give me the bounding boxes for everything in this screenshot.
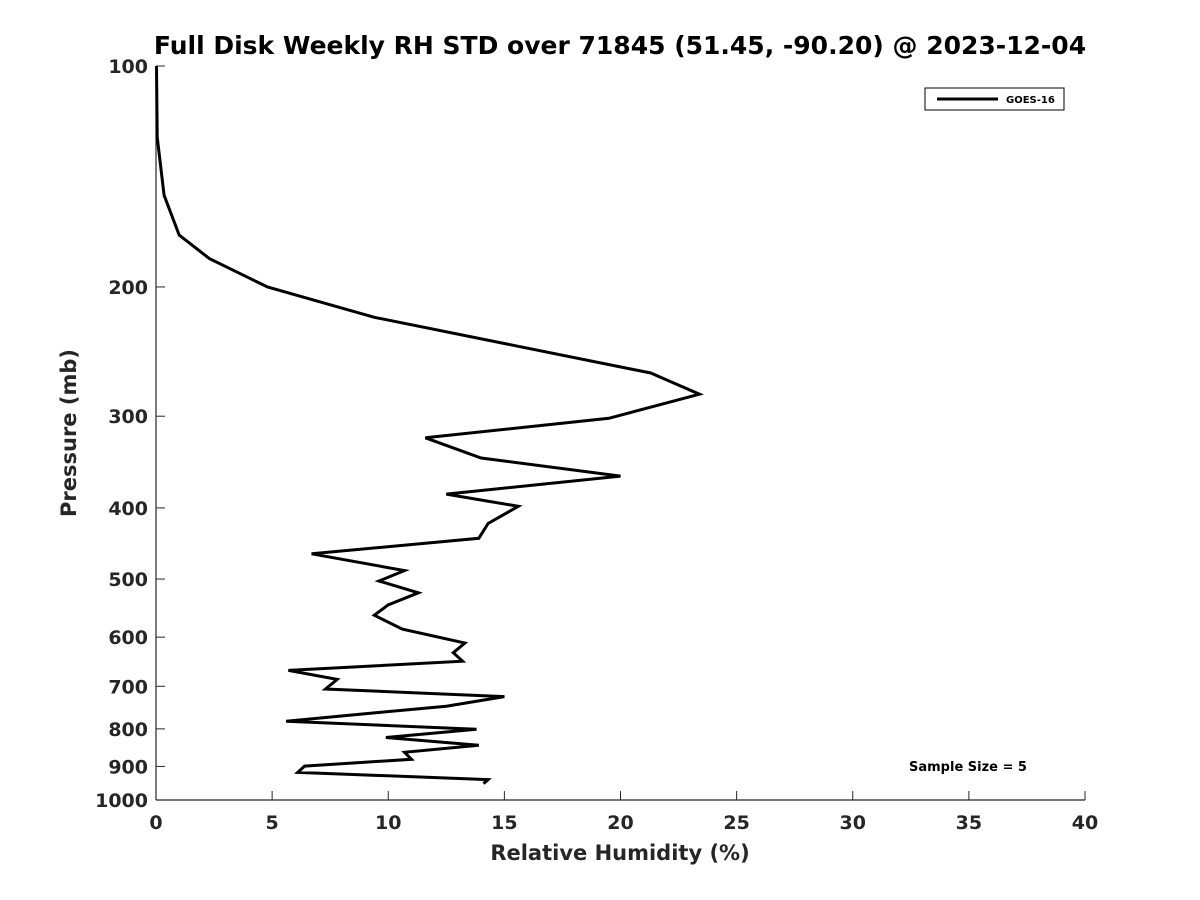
legend-label-goes-16: GOES-16 [1006, 95, 1055, 106]
y-tick-label: 300 [108, 406, 148, 428]
x-tick-label: 10 [375, 812, 401, 834]
x-tick-label: 0 [149, 812, 162, 834]
y-tick-label: 700 [108, 676, 148, 698]
y-tick-label: 200 [108, 277, 148, 299]
y-tick-label: 100 [108, 56, 148, 78]
chart-title: Full Disk Weekly RH STD over 71845 (51.4… [154, 31, 1086, 60]
x-tick-label: 15 [491, 812, 517, 834]
series-line-goes-16 [155, 65, 705, 785]
x-tick-label: 35 [956, 812, 982, 834]
x-tick-label: 5 [266, 812, 279, 834]
sample-size-annotation: Sample Size = 5 [909, 760, 1027, 775]
x-tick-label: 25 [723, 812, 749, 834]
x-axis-ticks: 0 5 10 15 20 25 30 35 40 [149, 791, 1098, 834]
series-layer [155, 65, 705, 785]
x-tick-label: 40 [1072, 812, 1098, 834]
y-tick-label: 500 [108, 569, 148, 591]
legend: GOES-16 [924, 87, 1065, 111]
y-tick-label: 800 [108, 719, 148, 741]
y-tick-label: 1000 [95, 790, 148, 812]
x-tick-label: 30 [840, 812, 866, 834]
y-tick-label: 900 [108, 756, 148, 778]
y-axis-label: Pressure (mb) [57, 349, 81, 517]
y-axis-ticks: 100 200 300 400 500 600 700 800 900 1000 [95, 56, 165, 812]
y-tick-label: 600 [108, 627, 148, 649]
x-axis-label: Relative Humidity (%) [490, 841, 749, 865]
plot-frame [155, 66, 1085, 801]
x-tick-label: 20 [607, 812, 633, 834]
y-tick-label: 400 [108, 498, 148, 520]
